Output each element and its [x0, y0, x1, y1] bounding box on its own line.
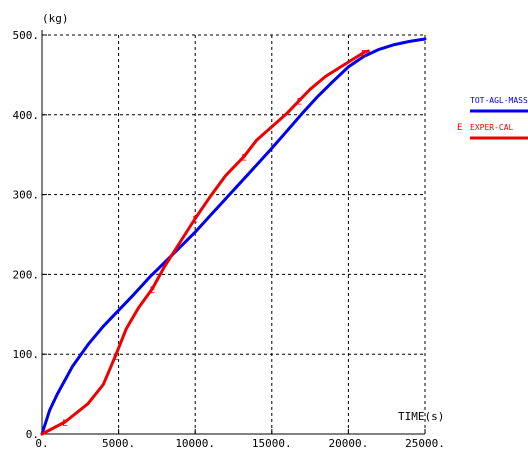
x-tick-label: 10000.	[175, 437, 215, 450]
y-tick-label: 200.	[13, 268, 40, 281]
series-line-exper-cal	[40, 49, 370, 436]
exper-cal-marker: E	[113, 353, 118, 363]
exper-cal-marker: E	[192, 216, 197, 226]
x-tick-label: 5000.	[102, 437, 135, 450]
exper-cal-marker: E	[297, 97, 302, 107]
exper-cal-marker: E	[361, 50, 366, 60]
y-tick-label: 500.	[13, 29, 40, 42]
series-line-tot-agl-mass	[40, 37, 427, 436]
y-axis-label: (kg)	[42, 12, 69, 25]
x-tick-label: 20000.	[329, 437, 369, 450]
axes-layer: (kg) TIME(s) 0. 100. 200. 300. 400. 500. 0. 500…	[13, 12, 445, 450]
x-tick-label: 0.	[35, 437, 48, 450]
legend: TOT-AGL-MASS E EXPER-CAL	[457, 96, 528, 140]
legend-label-tot-agl-mass: TOT-AGL-MASS	[470, 96, 528, 105]
x-axis-label: TIME(s)	[398, 410, 444, 423]
legend-marker-exper-cal: E	[457, 123, 462, 133]
y-tick-label: 0.	[26, 428, 39, 441]
y-tick-label: 400.	[13, 109, 40, 122]
exper-cal-marker: E	[62, 419, 67, 429]
exper-cal-marker: E	[150, 286, 155, 296]
series-layer: E E E E E E E	[40, 37, 427, 436]
exper-cal-marker: E	[242, 153, 247, 163]
y-tick-label: 100.	[13, 348, 40, 361]
y-tick-label: 300.	[13, 189, 40, 202]
grid-layer	[42, 34, 426, 434]
x-tick-label: 15000.	[252, 437, 292, 450]
legend-label-exper-cal: EXPER-CAL	[470, 123, 514, 132]
x-tick-label: 25000.	[405, 437, 445, 450]
